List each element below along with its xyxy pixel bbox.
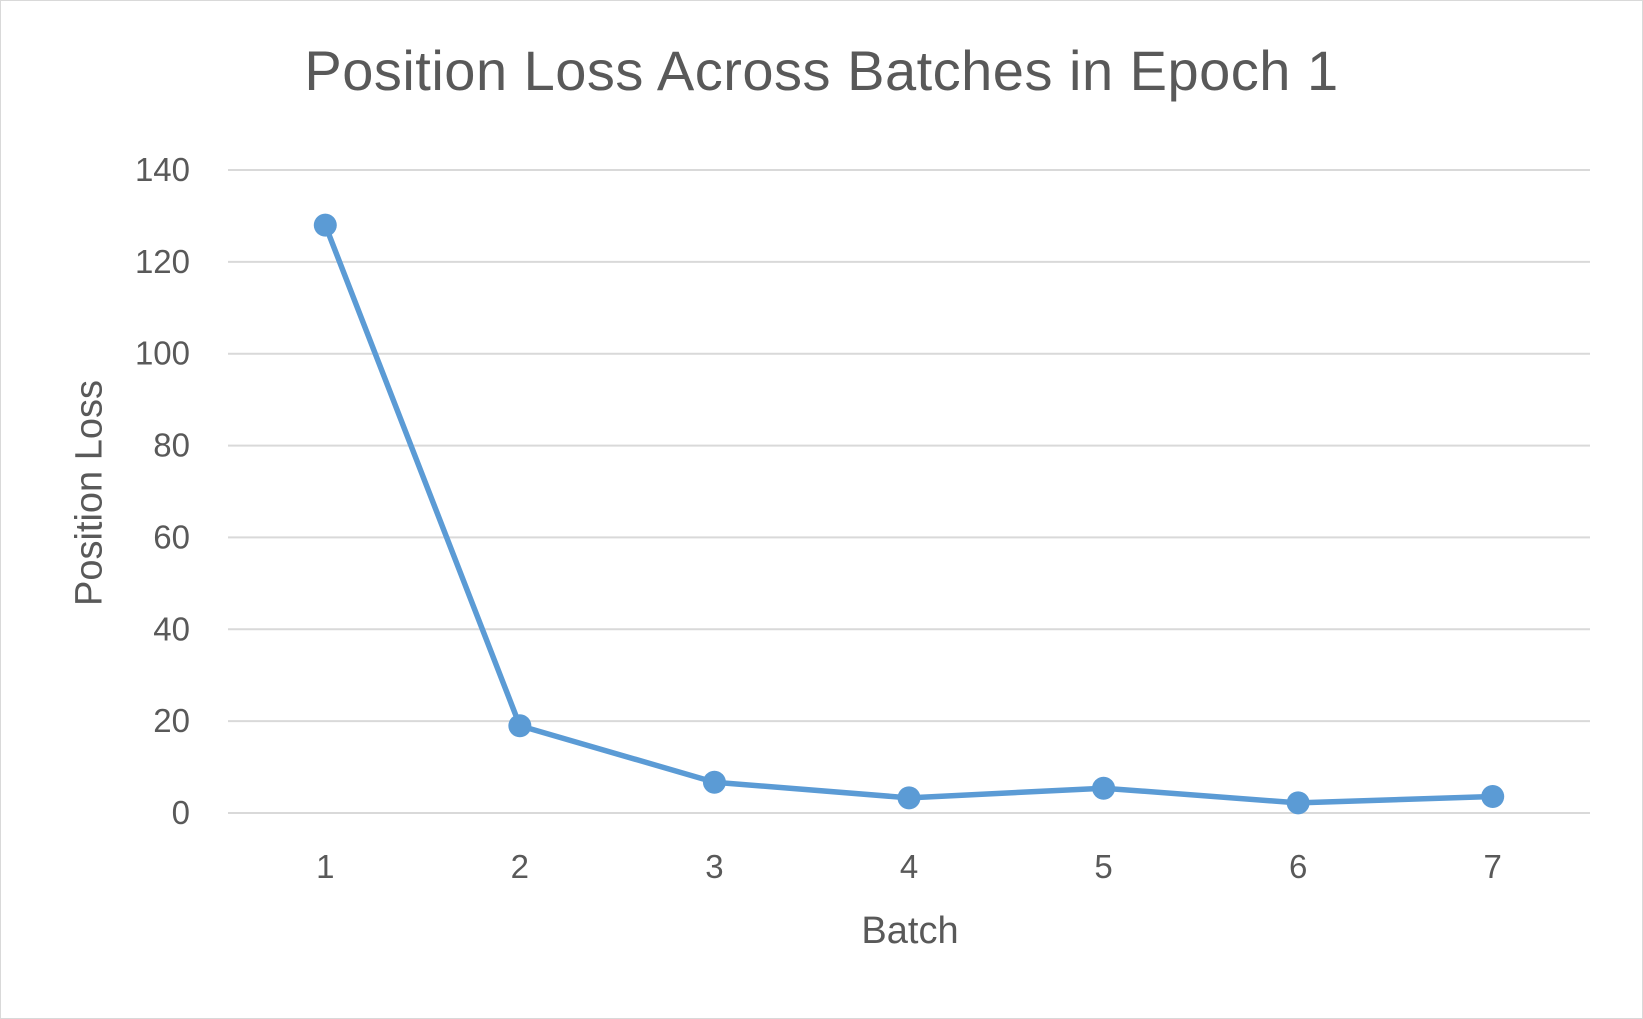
y-tick-label: 40: [153, 610, 190, 647]
data-point: [508, 714, 532, 738]
y-tick-label: 100: [135, 335, 190, 372]
x-tick-label: 6: [1289, 848, 1307, 885]
series-line: [322, 222, 1496, 806]
y-tick-label: 60: [153, 518, 190, 555]
chart-title: Position Loss Across Batches in Epoch 1: [304, 39, 1339, 102]
series-lines: [322, 222, 1496, 806]
x-tick-label: 3: [705, 848, 723, 885]
data-point: [897, 786, 921, 810]
x-axis-label: Batch: [861, 910, 959, 952]
y-tick-label: 20: [153, 702, 190, 739]
y-tick-label: 80: [153, 427, 190, 464]
x-tick-label: 5: [1094, 848, 1112, 885]
data-points: [313, 213, 1505, 815]
x-tick-label: 7: [1484, 848, 1502, 885]
gridlines: [228, 169, 1590, 814]
x-tick-label: 4: [900, 848, 918, 885]
y-tick-label: 0: [172, 794, 190, 831]
x-tick-label: 1: [316, 848, 334, 885]
y-tick-label: 120: [135, 243, 190, 280]
x-tick-label: 2: [511, 848, 529, 885]
y-tick-labels: 0 20 40 60 80 100 120 140: [135, 151, 190, 831]
data-point: [1481, 784, 1505, 808]
data-point: [313, 213, 337, 237]
y-tick-label: 140: [135, 151, 190, 188]
x-tick-labels: 1 2 3 4 5 6 7: [316, 848, 1502, 885]
data-point: [702, 770, 726, 794]
data-point: [1286, 791, 1310, 815]
data-point: [1092, 776, 1116, 800]
